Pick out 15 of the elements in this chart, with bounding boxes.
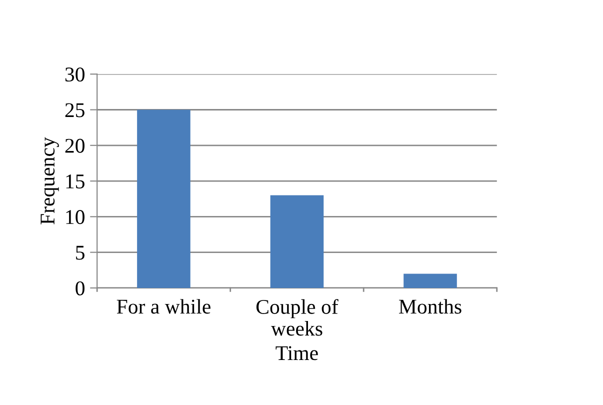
y-tick-label: 15 <box>66 174 84 188</box>
bar <box>404 274 457 288</box>
y-tick-label: 20 <box>65 138 84 153</box>
y-tick-label: 10 <box>66 210 84 224</box>
x-tick-label: Couple of weeks <box>256 299 338 336</box>
y-tick-label: 30 <box>65 67 84 82</box>
y-tick-label: 5 <box>76 246 84 260</box>
x-tick-label: Months <box>399 299 462 314</box>
x-axis-title: Time <box>276 346 318 360</box>
x-tick-label: For a while <box>116 299 210 314</box>
y-tick-label: 25 <box>65 103 84 118</box>
bar <box>137 110 190 288</box>
y-tick-label: 0 <box>76 281 84 296</box>
y-axis-title: Frequency <box>40 137 59 224</box>
bar <box>270 195 324 288</box>
